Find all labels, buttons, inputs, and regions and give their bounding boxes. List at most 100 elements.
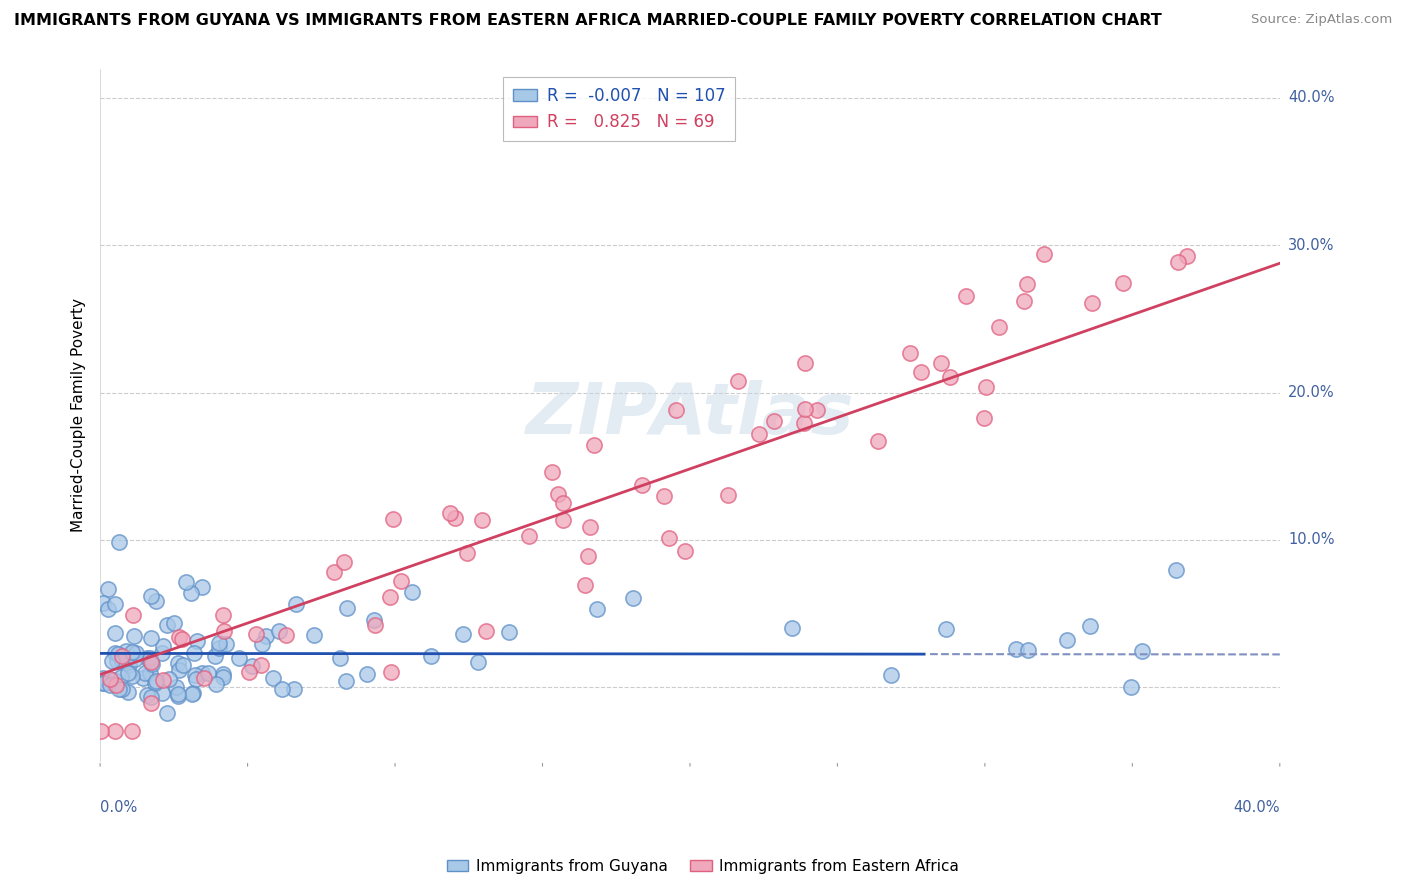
Point [748,427,770,442]
Text: 40.0%: 40.0% [1288,90,1334,105]
Point [167,690,190,704]
Point [717,488,740,502]
Point [1078,619,1101,633]
Point [90,724,112,739]
Point [578,520,600,534]
Point [103,673,125,687]
Point [121,607,143,622]
Point [782,621,804,635]
Point [150,646,173,660]
Point [621,591,644,606]
Text: 40.0%: 40.0% [1233,799,1279,814]
Point [1081,295,1104,310]
Text: 10.0%: 10.0% [1288,533,1334,548]
Point [228,651,250,665]
Point [274,627,297,641]
Point [254,629,277,643]
Point [183,647,205,661]
Legend: R =  -0.007   N = 107, R =   0.825   N = 69: R = -0.007 N = 107, R = 0.825 N = 69 [503,77,735,141]
Point [208,636,231,650]
Point [134,666,156,681]
Point [108,534,131,549]
Point [356,667,378,681]
Point [389,574,412,588]
Point [323,565,346,579]
Point [1112,277,1135,291]
Point [249,657,271,672]
Point [139,690,162,704]
Point [91,596,114,610]
Point [145,674,167,689]
Point [1005,642,1028,657]
Point [125,646,148,660]
Point [91,671,114,685]
Point [585,601,607,615]
Point [156,617,179,632]
Text: 20.0%: 20.0% [1288,385,1334,400]
Point [955,289,977,303]
Point [335,601,357,615]
Point [467,655,489,669]
Point [117,665,139,680]
Point [174,575,197,590]
Point [987,320,1010,334]
Text: Source: ZipAtlas.com: Source: ZipAtlas.com [1251,13,1392,27]
Point [973,410,995,425]
Text: IMMIGRANTS FROM GUYANA VS IMMIGRANTS FROM EASTERN AFRICA MARRIED-COUPLE FAMILY P: IMMIGRANTS FROM GUYANA VS IMMIGRANTS FRO… [14,13,1161,29]
Point [583,438,606,452]
Point [498,625,520,640]
Point [141,655,163,669]
Point [1017,277,1039,292]
Point [186,634,208,648]
Point [159,672,181,686]
Point [180,586,202,600]
Point [1167,255,1189,269]
Point [304,627,326,641]
Point [108,682,131,697]
Point [152,639,174,653]
Point [866,434,889,448]
Point [121,669,143,683]
Point [121,724,143,739]
Point [976,380,998,394]
Point [107,647,129,661]
Point [240,659,263,673]
Point [139,665,162,680]
Point [121,644,143,658]
Point [1119,680,1142,694]
Y-axis label: Married-Couple Family Poverty: Married-Couple Family Poverty [72,298,86,532]
Point [132,671,155,685]
Point [262,671,284,685]
Point [118,658,141,673]
Point [105,654,128,668]
Point [93,676,115,690]
Point [283,682,305,697]
Point [191,580,214,594]
Text: 0.0%: 0.0% [100,799,138,814]
Point [190,665,212,680]
Point [938,370,960,384]
Point [364,617,387,632]
Point [181,685,204,699]
Point [420,648,443,663]
Point [898,346,921,360]
Point [456,546,478,560]
Point [673,544,696,558]
Point [98,672,121,686]
Point [172,658,194,673]
Point [658,531,681,545]
Point [363,614,385,628]
Point [91,675,114,690]
Point [212,608,235,623]
Point [444,510,467,524]
Point [186,672,208,686]
Point [541,465,564,479]
Point [1032,246,1054,260]
Point [167,656,190,670]
Point [115,644,138,658]
Point [553,496,575,510]
Point [135,688,157,702]
Point [931,356,953,370]
Point [333,555,356,569]
Point [110,681,132,696]
